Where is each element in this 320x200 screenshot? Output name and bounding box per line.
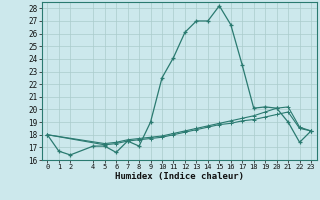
X-axis label: Humidex (Indice chaleur): Humidex (Indice chaleur) [115, 172, 244, 181]
